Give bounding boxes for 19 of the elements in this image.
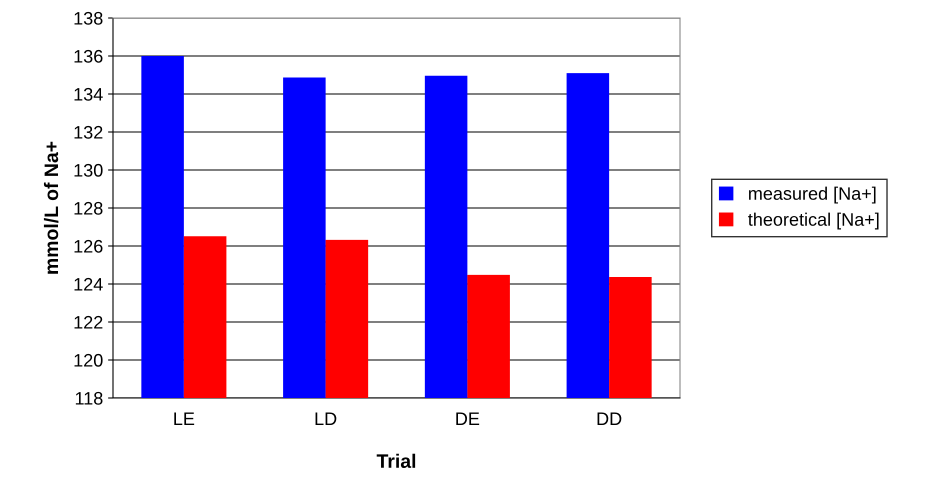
y-axis-title: mmol/L of Na+ (44, 142, 58, 274)
y-tick-label: 124 (74, 278, 103, 291)
y-tick-label: 128 (74, 202, 102, 215)
y-tick-label: 130 (74, 164, 103, 177)
y-tick-label: 120 (74, 354, 103, 367)
y-tick-label: 132 (74, 126, 102, 139)
y-tick-label: 122 (74, 316, 102, 329)
legend-label: measured [Na+] (749, 186, 876, 204)
y-tick-label: 138 (74, 12, 102, 25)
legend-label: theoretical [Na+] (748, 212, 879, 230)
x-tick-label: LE (174, 412, 194, 425)
y-tick-label: 136 (74, 50, 102, 63)
y-tick-label: 134 (74, 88, 103, 101)
x-tick-label: DE (456, 412, 480, 425)
y-tick-label: 118 (76, 392, 102, 405)
x-tick-label: DD (598, 412, 622, 425)
x-axis-title: Trial (376, 454, 416, 468)
x-tick-label: LD (316, 412, 336, 425)
y-tick-label: 126 (74, 240, 102, 253)
